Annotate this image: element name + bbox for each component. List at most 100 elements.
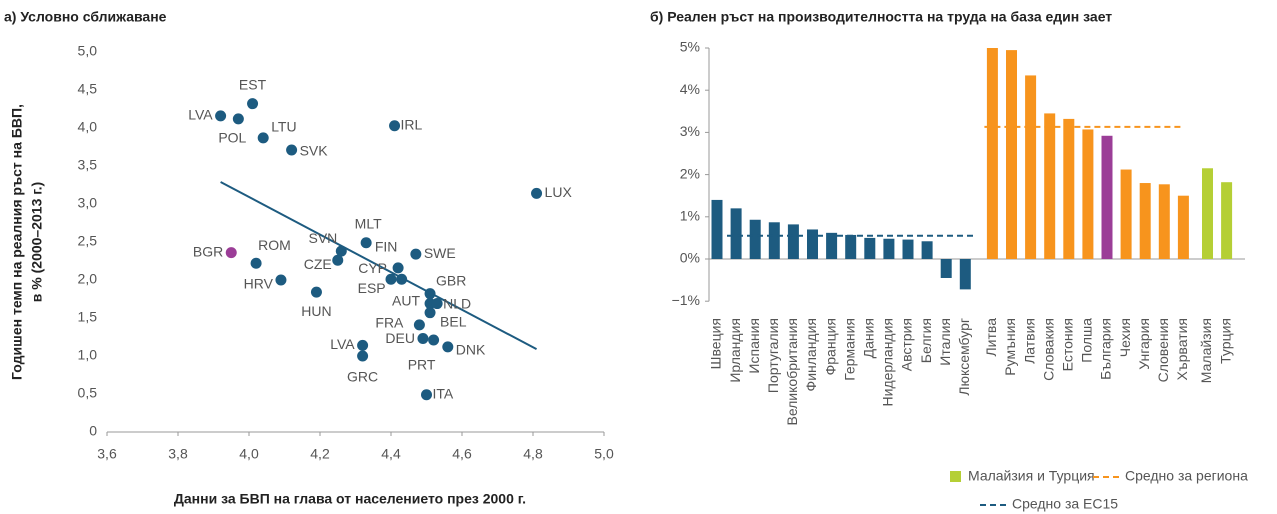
bar [711,199,723,259]
point-label: LVA [330,336,355,352]
x-tick-label: Словения [1155,318,1171,382]
y-tick-label: 0,5 [78,385,98,401]
point [257,132,269,144]
point-label: BEL [440,313,467,329]
y-axis-label: в % (2000–2013 г.) [29,182,45,302]
y-tick-label: 2% [680,165,700,181]
category-label-group: Франция [822,318,838,375]
x-tick-label: Чехия [1117,318,1133,357]
point [389,120,401,132]
category-label-group: Италия [937,318,953,366]
point [442,341,454,353]
bar [1006,50,1017,259]
point-label: ESP [358,280,386,296]
bar [864,237,876,259]
y-tick-label: 0% [680,250,700,266]
category-label-group: Турция [1217,318,1233,364]
point [215,110,227,122]
x-tick-label: Латвия [1021,318,1037,364]
bar [1177,195,1189,259]
bar [1221,182,1233,259]
point [424,307,436,319]
bar [1202,168,1213,259]
right-title: б) Реален ръст на производителността на … [650,9,1112,25]
legend-label: Средно за ЕС15 [1012,496,1118,512]
point [250,257,262,269]
bar [1082,129,1094,259]
category-label-group: Испания [746,318,762,374]
category-label-group: Дания [861,318,877,358]
point [413,319,425,331]
x-tick-label: 4,2 [310,446,330,462]
y-axis-label: Годишен темп на реалния ръст на БВП, [9,104,25,380]
category-label-group: Малайзия [1198,318,1214,383]
point [431,298,443,310]
x-tick-label: 4,6 [452,446,472,462]
y-tick-label: 4,0 [78,119,98,135]
x-tick-label: Белгия [918,318,934,363]
category-label-group: Ирландия [727,318,743,383]
y-tick-label: 2,0 [78,271,98,287]
category-label-group: Австрия [899,318,915,371]
y-tick-label: 3,0 [78,195,98,211]
category-label-group: Белгия [918,318,934,363]
bar [1139,183,1151,259]
left-title: а) Условно сближаване [4,9,167,25]
point-label: EST [239,76,267,92]
point-label: HUN [301,303,331,319]
legend-label: Средно за региона [1125,468,1248,484]
x-tick-label: Естония [1060,318,1076,371]
category-label-group: Великобритания [784,318,800,426]
y-tick-label: 1,0 [78,347,98,363]
x-tick-label: Хърватия [1174,318,1190,380]
category-label-group: Естония [1060,318,1076,371]
category-label-group: България [1098,318,1114,380]
point-label: NLD [443,295,471,311]
bar [1101,135,1113,259]
point [357,339,369,351]
bar [768,222,780,259]
point-label: PRT [408,357,436,373]
x-tick-label: Австрия [899,318,915,371]
category-label-group: Германия [841,318,857,381]
x-tick-label: Португалия [765,318,781,393]
point [410,248,422,260]
point-label: LVA [188,107,213,123]
x-tick-label: Испания [746,318,762,374]
x-tick-label: Швеция [708,318,724,369]
bar [940,259,952,278]
point [332,254,344,266]
point [428,334,440,346]
point [286,144,298,156]
point-label: GBR [436,272,466,288]
point-label: FIN [375,239,398,255]
bar [921,241,933,259]
point-label: POL [218,130,246,146]
y-tick-label: 5,0 [78,43,98,59]
point [424,288,436,300]
category-label-group: Нидерландия [880,318,896,406]
y-tick-label: 4,5 [78,81,98,97]
trend-line [220,181,538,351]
x-tick-label: Унгария [1136,318,1152,370]
x-tick-label: Полша [1079,318,1095,363]
x-tick-label: Великобритания [784,318,800,426]
x-tick-label: Литва [983,318,999,357]
point [247,98,259,110]
category-label-group: Унгария [1136,318,1152,370]
point [335,245,347,257]
bar [902,239,914,259]
point-label: LTU [271,119,296,135]
y-tick-label: 0 [89,423,97,439]
x-tick-label: 3,8 [168,446,188,462]
x-tick-label: Люксембург [956,318,972,396]
point-label: HRV [244,276,274,292]
y-tick-label: −1% [672,292,700,308]
point [275,274,287,286]
point [360,237,372,249]
point-label: DEU [385,330,415,346]
x-axis-label: Данни за БВП на глава от населението пре… [174,491,526,507]
x-tick-label: Германия [841,318,857,381]
category-label-group: Словения [1155,318,1171,382]
point [531,187,543,199]
